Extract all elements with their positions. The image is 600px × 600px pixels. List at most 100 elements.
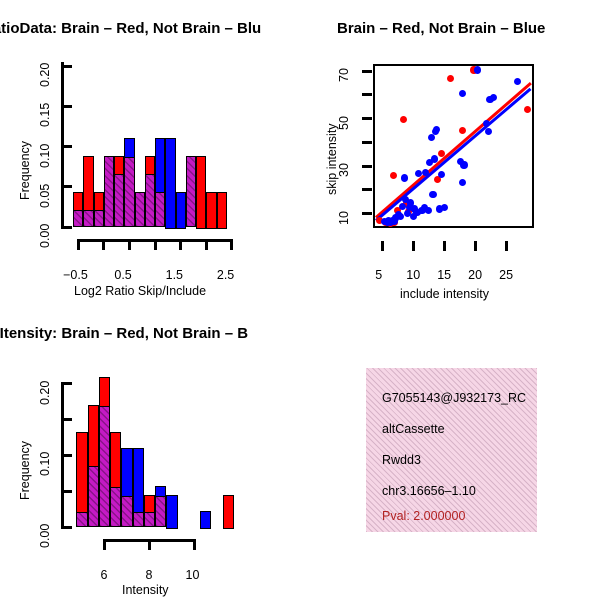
scatter-point-not-brain: [438, 170, 446, 179]
axis-tick-label: 2.5: [216, 268, 235, 282]
axis-tick: [380, 241, 384, 251]
axis-tick-label: 0.20: [38, 380, 52, 405]
scatter-point-not-brain: [429, 191, 437, 199]
scatter-xlabel: include intensity: [400, 287, 489, 301]
locus-text: chr3.16656–1.10: [382, 484, 476, 498]
scatter-point-brain: [399, 116, 407, 124]
histogram-bar-overlap: [76, 511, 88, 527]
axis-tick: [61, 145, 72, 148]
axis-tick: [442, 241, 446, 251]
histogram-bar-overlap: [121, 495, 133, 527]
intensity-histogram-xlabel: Intensity: [122, 583, 169, 597]
scatter-point-brain: [523, 105, 531, 113]
scatter-point-not-brain: [397, 212, 405, 220]
histogram-bar-overlap: [98, 405, 111, 527]
axis-tick: [61, 525, 72, 529]
scatter-point-brain: [376, 217, 384, 225]
axis-tick-label: 0.5: [114, 268, 132, 282]
axis-tick: [504, 241, 508, 251]
axis-tick: [362, 212, 372, 216]
axis-tick: [473, 241, 477, 251]
histogram-bar-brain: [76, 432, 88, 513]
axis-tick: [153, 239, 157, 250]
scatter-point-not-brain: [433, 125, 441, 133]
scatter-point-not-brain: [459, 90, 467, 98]
axis-tick-label: 10: [406, 268, 421, 282]
axis-tick: [61, 489, 72, 493]
histogram-bar-overlap: [87, 465, 99, 527]
axis-tick-label: 5: [375, 268, 383, 282]
scatter-title: Brain – Red, Not Brain – Blue: [337, 20, 546, 37]
histogram-bar-brain: [222, 495, 234, 529]
scatter-point-not-brain: [413, 208, 421, 217]
scatter-point-not-brain: [440, 204, 448, 212]
scatter-point-not-brain: [415, 169, 423, 177]
axis-tick: [127, 239, 131, 250]
histogram-bar-brain: [73, 191, 84, 211]
histogram-bar-brain: [87, 405, 99, 467]
histogram-bar-brain: [114, 156, 125, 176]
scatter-point-not-brain: [407, 199, 415, 207]
axis-tick: [193, 539, 196, 550]
histogram-bar-not-brain: [165, 138, 176, 229]
scatter-point-brain: [438, 149, 446, 157]
scatter-point-not-brain: [435, 205, 443, 213]
histogram-bar-brain: [98, 377, 111, 407]
histogram-bar-brain: [144, 156, 155, 176]
scatter-point-not-brain: [398, 203, 406, 211]
histogram-bar-not-brain: [155, 486, 167, 498]
axis-tick-label: 15: [437, 268, 452, 282]
histogram-bar-not-brain: [175, 191, 186, 229]
histogram-bar-overlap: [134, 191, 145, 227]
axis-tick: [411, 241, 415, 251]
scatter-point-not-brain: [420, 204, 428, 212]
axis-tick-label: 20: [468, 268, 483, 282]
histogram-bar-brain: [110, 432, 122, 488]
histogram-bar-overlap: [132, 511, 144, 527]
scatter-point-not-brain: [390, 218, 398, 226]
axis-tick: [61, 225, 72, 229]
scatter-point-not-brain: [456, 157, 464, 166]
scatter-point-not-brain: [458, 179, 466, 187]
histogram-bar-not-brain: [132, 448, 144, 513]
scatter-point-brain: [470, 66, 478, 74]
scatter-point-not-brain: [409, 212, 417, 220]
histogram-bar-overlap: [103, 156, 114, 227]
scatter-point-not-brain: [400, 174, 409, 182]
axis-tick: [362, 69, 372, 73]
axis-tick-label: 0.00: [38, 523, 52, 548]
scatter-frame: [373, 64, 534, 228]
axis-tick: [179, 239, 183, 250]
scatter-point-not-brain: [405, 204, 414, 212]
scatter-point-not-brain: [422, 168, 430, 176]
axis-tick: [61, 185, 72, 189]
axis-tick: [362, 188, 372, 192]
scatter-point-brain: [393, 206, 401, 214]
ratio-histogram-title: RatioData: Brain – Red, Not Brain – Blu: [0, 20, 262, 37]
histogram-bar-overlap: [143, 511, 156, 527]
axis-tick: [230, 239, 234, 250]
scatter-point-not-brain: [425, 159, 433, 167]
scatter-point-not-brain: [482, 119, 490, 127]
histogram-bar-overlap: [110, 486, 122, 527]
scatter-point-not-brain: [474, 66, 482, 74]
histogram-bar-brain: [216, 191, 227, 229]
histogram-bar-not-brain: [200, 511, 212, 529]
scatter-point-not-brain: [460, 161, 468, 169]
histogram-bar-brain: [196, 156, 207, 229]
event-type-text: altCassette: [382, 422, 445, 436]
axis-tick: [61, 382, 72, 386]
scatter-point-brain: [458, 126, 466, 135]
scatter-point-brain: [389, 172, 398, 180]
scatter-point-not-brain: [430, 155, 438, 163]
scatter-point-not-brain: [428, 134, 436, 142]
axis-tick-label: 8: [145, 568, 153, 582]
scatter-point-not-brain: [513, 78, 521, 86]
axis-tick: [61, 418, 72, 422]
axis-tick: [61, 453, 72, 457]
axis-tick-label: −0.5: [63, 268, 88, 282]
